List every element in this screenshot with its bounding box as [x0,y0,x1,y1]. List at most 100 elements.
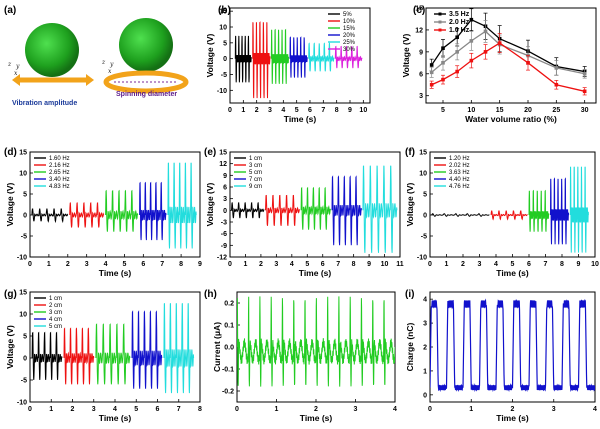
data-point [582,89,587,94]
y-tick-label: 6 [419,71,423,78]
x-tick-label: 11 [396,261,404,268]
legend-entry: 3 cm [49,310,62,316]
x-tick-label: 4 [290,261,294,268]
data-point [441,46,445,50]
x-tick-label: 4 [113,406,117,413]
y-tick-label: 0.2 [224,301,234,308]
legend-entry: 2.65 Hz [49,170,70,176]
x-tick-label: 1 [244,261,248,268]
y-tick-label: -5 [21,378,27,385]
x-tick-label: 1 [469,406,473,413]
y-tick-label: 0 [423,213,427,220]
x-axis-label: Time (s) [99,413,132,423]
y-tick-label: 15 [219,150,227,157]
data-point [526,61,530,65]
x-tick-label: 0 [228,261,232,268]
legend-entry: 2.02 Hz [449,163,470,169]
y-axis-label: Voltage (V) [205,33,215,77]
voltage-trace-4 [163,303,195,394]
voltage-trace-2 [95,323,131,385]
x-tick-label: 7 [336,261,340,268]
panel-label-i: (i) [405,289,414,300]
y-tick-label: 2 [423,345,427,352]
legend-entry: 7 cm [249,177,262,183]
y-tick-label: 15 [219,9,227,16]
legend-entry: 3.5 Hz [449,11,470,18]
legend-entry: 20% [343,33,356,39]
x-tick-label: 2 [255,107,259,114]
y-tick-label: 5 [23,192,27,199]
x-tick-label: 5 [122,261,126,268]
y-tick-label: 15 [19,150,27,157]
legend-entry: 2 cm [49,303,62,309]
voltage-trace-2 [300,186,331,230]
x-axis-label: Time (s) [496,413,529,423]
voltage-trace-0 [231,202,265,219]
x-tick-label: 0 [28,261,32,268]
chart-f: (f) 0 1 2 3 4 5 6 7 8 9 10 -10 -5 0 5 10 15 Time (s) Voltag… [405,147,599,278]
legend-entry: 9 cm [249,184,262,190]
y-tick-label: 0.1 [224,323,234,330]
y-axis-label: Voltage (V) [205,182,215,226]
data-point [455,50,459,54]
voltage-trace-1 [265,194,300,226]
x-tick-label: 9 [367,261,371,268]
y-tick-label: 10 [19,312,27,319]
y-tick-label: 9 [223,173,227,180]
x-tick-label: 25 [552,107,560,114]
legend-entry: 5 cm [249,170,262,176]
x-tick-label: 3 [92,406,96,413]
legend-entry: 5% [343,12,352,18]
x-tick-label: 2 [259,261,263,268]
x-tick-label: 6 [156,406,160,413]
x-tick-label: 1 [47,261,51,268]
x-tick-label: 0 [428,261,432,268]
y-tick-label: -10 [17,255,27,262]
x-tick-label: 3 [274,261,278,268]
x-tick-label: 7 [177,406,181,413]
voltage-trace-0 [431,213,490,217]
legend-entry: 2.0 Hz [449,19,470,26]
legend-entry: 10% [343,19,356,25]
plot-area [31,303,195,394]
x-axis-label: Time (s) [496,268,529,278]
x-tick-label: 0 [28,406,32,413]
x-tick-label: 2 [314,406,318,413]
x-tick-label: 6 [527,261,531,268]
legend-entry: 1 cm [249,156,262,162]
x-tick-label: 4 [494,261,498,268]
legend-entry: 1.0 Hz [449,27,470,34]
legend-entry: 3.63 Hz [449,170,470,176]
x-tick-label: 4 [393,406,397,413]
voltage-trace-4 [308,42,335,72]
x-tick-label: 8 [335,107,339,114]
legend-entry: 30% [343,47,356,53]
x-tick-label: 5 [511,261,515,268]
voltage-trace-3 [289,36,308,78]
y-tick-label: -10 [217,88,227,95]
voltage-trace-3 [131,310,163,389]
x-tick-label: 4 [104,261,108,268]
x-tick-label: 0 [428,406,432,413]
sphere-left [25,23,79,77]
y-axis-label: Current (μA) [212,322,222,372]
y-tick-label: 15 [19,290,27,297]
x-tick-label: 5 [295,107,299,114]
legend-entry: 3 cm [249,163,262,169]
x-tick-label: 0 [228,107,232,114]
spinning-ring [103,70,189,94]
y-tick-label: 0.0 [224,345,234,352]
panel-a: (a) Vibration amplitude z y x Spinning d… [4,5,189,107]
x-tick-label: 3 [268,107,272,114]
x-axis-label: Time (s) [300,413,333,423]
data-point [441,77,445,82]
panel-label-a: (a) [4,5,16,16]
x-tick-label: 6 [308,107,312,114]
x-axis-label: Time (s) [99,268,132,278]
plot-area [429,8,587,96]
y-tick-label: 9 [419,49,423,56]
x-tick-label: 3 [478,261,482,268]
legend-entry: 4.76 Hz [449,184,470,190]
caption-vibration: Vibration amplitude [12,100,77,107]
